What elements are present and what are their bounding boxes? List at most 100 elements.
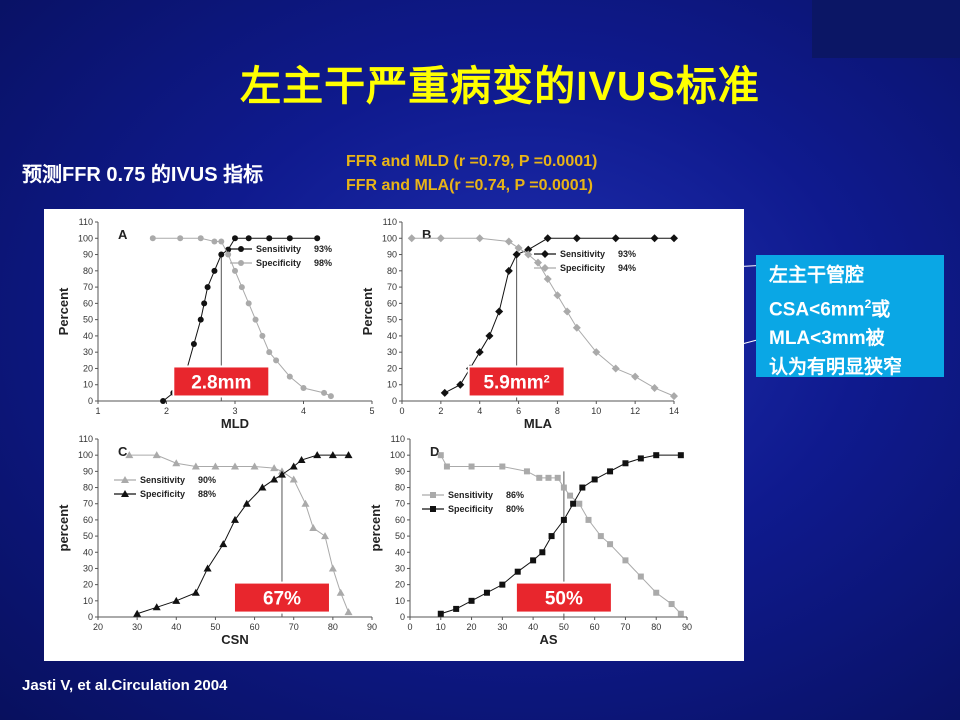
panel-c-specificity-point	[152, 603, 161, 611]
panel-c-legend-marker	[121, 476, 129, 483]
panel-b-ytick-label: 20	[387, 363, 397, 373]
panel-c-sensitivity-point	[309, 524, 318, 531]
panel-a-specificity-point	[149, 235, 156, 242]
panel-d-specificity-point	[677, 452, 684, 459]
panel-c-ytick-label: 30	[83, 563, 93, 573]
panel-b-ytick-label: 80	[387, 266, 397, 276]
panel-a-specificity-point	[245, 300, 252, 307]
panel-c-specificity-point	[172, 596, 181, 604]
panel-d-sensitivity-point	[499, 463, 506, 470]
panel-b-ytick-label: 30	[387, 347, 397, 357]
panel-a-ytick-label: 100	[78, 233, 93, 243]
panel-d-sensitivity-point	[567, 492, 574, 499]
panel-b-specificity-point	[543, 274, 552, 283]
panel-a-sensitivity-point	[286, 235, 293, 242]
panel-c-xtick-label: 50	[210, 622, 220, 632]
panel-d-sensitivity-point	[637, 573, 644, 580]
panel-c-sensitivity-point	[152, 451, 161, 459]
panel-d-specificity-point	[622, 460, 629, 467]
panel-a-legend-pct: 93%	[314, 244, 332, 254]
panel-d-ytick-label: 90	[395, 466, 405, 476]
panel-a-legend-marker	[238, 260, 244, 266]
panel-a-sensitivity-point	[314, 235, 321, 242]
panel-d-sensitivity-point	[536, 474, 543, 481]
correlation-stats: FFR and MLD (r =0.79, P =0.0001) FFR and…	[346, 150, 597, 198]
panel-d-legend-pct: 86%	[506, 490, 524, 500]
panel-d-letter: D	[430, 444, 439, 459]
panel-b-specificity-point	[592, 348, 601, 357]
panel-c-sensitivity-line	[129, 454, 349, 613]
panel-c-specificity-point	[270, 475, 279, 483]
panel-b-specificity-point	[534, 258, 542, 267]
panel-b-sensitivity-point	[504, 266, 513, 275]
panel-c-x-axis-label: CSN	[221, 632, 248, 647]
panel-a-letter: A	[118, 227, 128, 242]
panel-c-ytick-label: 0	[88, 612, 93, 622]
panel-d-xtick-label: 0	[407, 622, 412, 632]
panel-c-ytick-label: 100	[78, 450, 93, 460]
panel-a-ytick-label: 50	[83, 315, 93, 325]
callout-superscript: 2	[864, 297, 872, 311]
panel-d-xtick-label: 40	[528, 622, 538, 632]
panel-d-specificity-point	[514, 568, 521, 575]
panel-d-specificity-point	[453, 605, 460, 612]
panel-d-specificity-point	[591, 476, 598, 483]
panel-c-specificity-point	[203, 564, 212, 572]
panel-c-legend-pct: 90%	[198, 475, 216, 485]
panel-c-legend-marker	[121, 490, 129, 497]
panel-b-specificity-point	[631, 372, 640, 381]
panel-b-sensitivity-point	[475, 348, 484, 357]
panel-c-xtick-label: 70	[289, 622, 299, 632]
panel-a-sensitivity-point	[201, 300, 208, 307]
panel-d-specificity-point	[637, 455, 644, 462]
panel-a-xtick-label: 4	[301, 406, 306, 416]
panel-d-specificity-point	[607, 468, 614, 475]
panel-c-ytick-label: 10	[83, 596, 93, 606]
panel-a-sensitivity-point	[211, 267, 218, 274]
panel-b-specificity-point	[553, 291, 562, 300]
panel-b-specificity-point	[563, 307, 572, 316]
panel-d-sensitivity-point	[545, 474, 552, 481]
panel-c-cutoff-value: 67%	[263, 589, 301, 610]
panel-d-specificity-point	[579, 484, 586, 491]
panel-b-xtick-label: 12	[630, 406, 640, 416]
panel-a-specificity-point	[197, 235, 204, 242]
panel-c-specificity-point	[231, 515, 239, 523]
panel-d-sensitivity-point	[653, 589, 660, 596]
panel-a-ytick-label: 20	[83, 363, 93, 373]
panel-d-specificity-point	[653, 452, 660, 459]
panel-d-legend-name: Sensitivity	[448, 490, 493, 500]
panel-d-ytick-label: 100	[390, 450, 405, 460]
panel-a-specificity-point	[300, 384, 307, 391]
panel-d-xtick-label: 50	[559, 622, 569, 632]
panel-c-ytick-label: 40	[83, 547, 93, 557]
panel-b-specificity-point	[524, 250, 533, 259]
panel-d-legend-marker	[430, 506, 436, 512]
panel-d-ytick-label: 40	[395, 547, 405, 557]
panel-c-sensitivity-point	[231, 462, 239, 470]
panel-d-sensitivity-point	[468, 463, 475, 470]
correlation-mld: FFR and MLD (r =0.79, P =0.0001)	[346, 153, 598, 170]
panel-b-xtick-label: 14	[669, 406, 679, 416]
panel-c-ytick-label: 60	[83, 515, 93, 525]
panel-b-ytick-label: 40	[387, 331, 397, 341]
panel-b-sensitivity-point	[495, 307, 504, 316]
panel-d-ytick-label: 0	[400, 612, 405, 622]
panel-d-sensitivity-point	[576, 500, 583, 507]
panel-c-specificity-point	[297, 456, 306, 464]
panel-a-specificity-point	[327, 393, 334, 400]
panel-b-xtick-label: 6	[516, 406, 521, 416]
panel-c-specificity-point	[289, 462, 298, 470]
panel-a-ytick-label: 0	[88, 396, 93, 406]
panel-a-sensitivity-point	[197, 316, 204, 323]
panel-d-sensitivity-point	[523, 468, 530, 475]
callout-line-3: MLA<3mm被	[769, 328, 885, 350]
roc-figure: 0 10 20 30 40 50 60 70 80 90 100 110 1 2 3 4 5 MLD Percent…	[44, 209, 744, 661]
panel-c-specificity-point	[242, 499, 251, 507]
panel-b-specificity-point	[504, 237, 513, 246]
panel-d-specificity-point	[548, 533, 555, 540]
panel-d-sensitivity-point	[443, 463, 450, 470]
panel-a-specificity-point	[286, 373, 293, 380]
corner-block	[812, 0, 960, 58]
panel-b-ytick-label: 70	[387, 282, 397, 292]
